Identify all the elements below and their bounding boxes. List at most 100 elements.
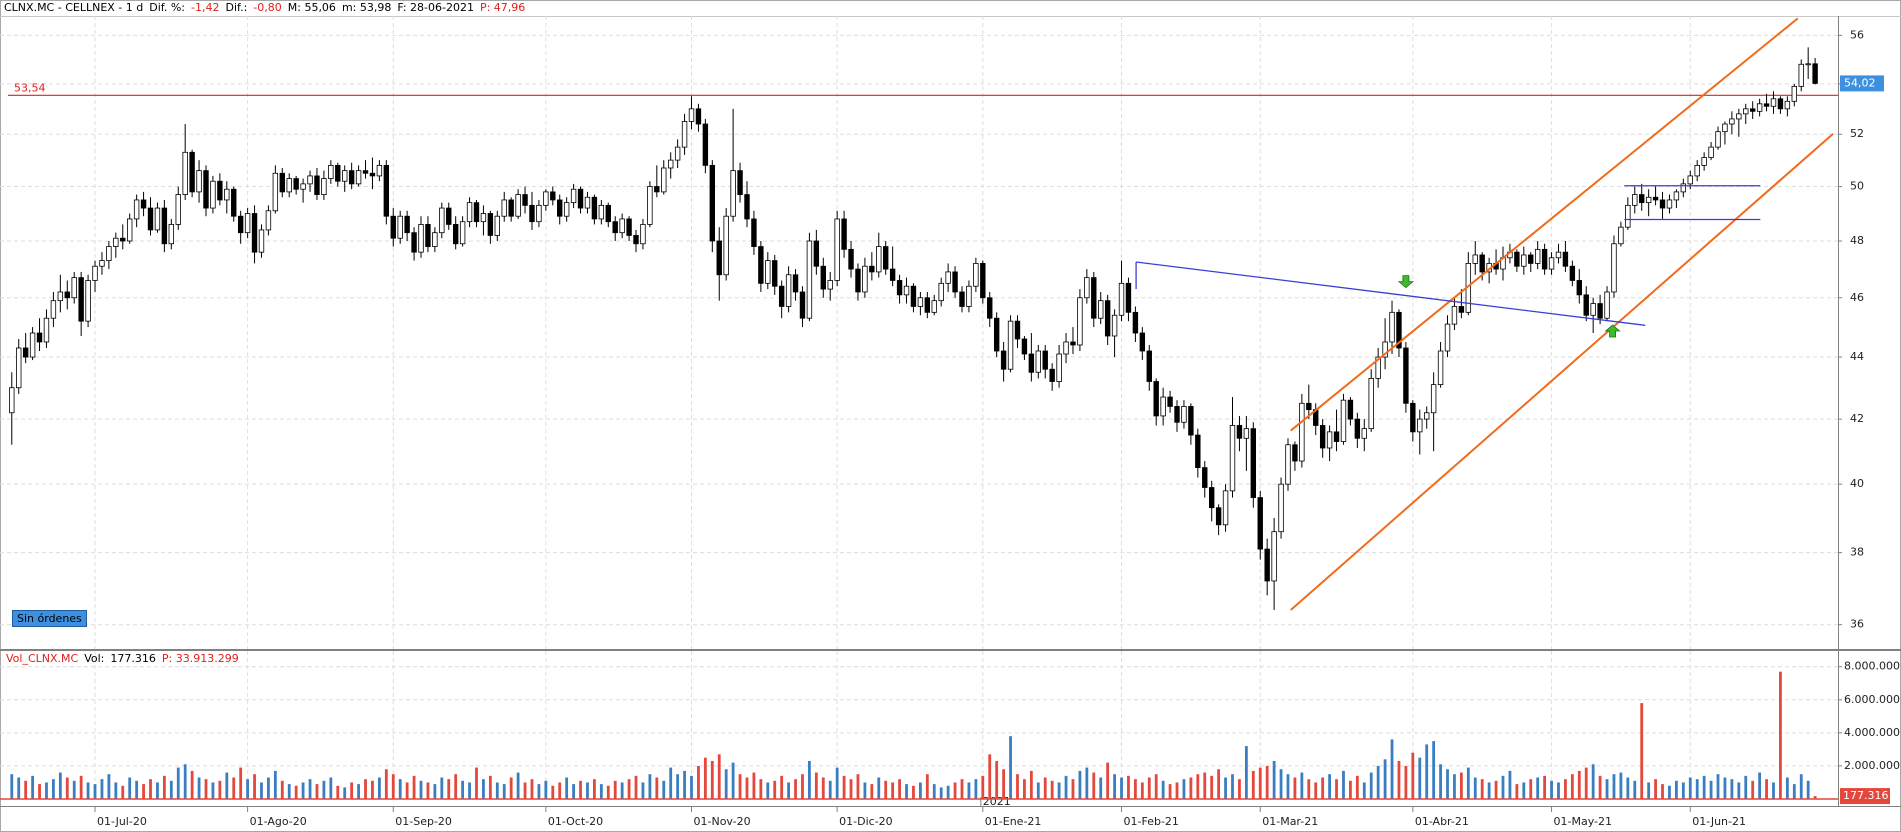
candle-body	[765, 260, 771, 284]
candle-body	[1278, 483, 1284, 533]
candle-body	[106, 246, 112, 261]
volume-bar	[1133, 779, 1137, 799]
volume-bar	[1522, 782, 1526, 799]
volume-bar	[412, 775, 416, 799]
candle-body	[841, 218, 847, 250]
volume-bar	[1529, 779, 1533, 799]
volume-bar	[717, 754, 721, 799]
volume-bar	[1244, 746, 1248, 799]
volume-bar	[1654, 779, 1657, 799]
candle-body	[487, 213, 494, 236]
volume-bar	[1550, 780, 1553, 799]
volume-bar	[273, 770, 277, 799]
candle-body	[1361, 428, 1367, 439]
volume-bar	[1584, 767, 1588, 799]
volume-bar	[1376, 765, 1380, 799]
candle-body	[1174, 406, 1180, 423]
candle-body	[647, 186, 653, 225]
candle-body	[501, 199, 507, 217]
volume-bar	[1633, 780, 1637, 799]
candle-body	[432, 232, 438, 247]
candle-body	[1812, 63, 1818, 84]
candle-body	[1285, 444, 1291, 485]
volume-bar	[1314, 782, 1318, 799]
volume-bar	[1799, 774, 1803, 799]
volume-bar	[1459, 772, 1463, 799]
candle-body	[404, 215, 410, 234]
volume-bar	[350, 782, 354, 799]
x-tick-label: 01-May-21	[1554, 815, 1612, 828]
candle-body	[355, 170, 362, 185]
candle-body	[1625, 204, 1631, 228]
volume-bar	[1231, 774, 1234, 799]
candle-body	[799, 291, 806, 319]
candle-body	[244, 213, 251, 234]
volume-bar	[558, 782, 562, 799]
volume-bar	[343, 787, 347, 799]
volume-bar	[620, 782, 624, 799]
candle-body	[50, 300, 57, 319]
last-volume-label: 177.316	[1843, 789, 1889, 802]
candle-body	[654, 186, 660, 193]
candle-body	[1299, 402, 1305, 462]
volume-bar	[1397, 760, 1401, 799]
candle-body	[1562, 251, 1569, 267]
volume-bar	[1210, 775, 1214, 799]
volume-bar	[1036, 782, 1040, 799]
candle-body	[1514, 251, 1520, 267]
volume-bar	[1369, 772, 1373, 799]
volume-bar	[24, 780, 28, 799]
candle-body	[1139, 332, 1146, 352]
candle-body	[390, 215, 396, 239]
candle-body	[1167, 396, 1173, 407]
volume-bar	[1064, 775, 1068, 799]
candle-body	[1375, 356, 1381, 379]
volume-bar	[1681, 782, 1685, 799]
x-tick-label: 01-Sep-20	[395, 815, 452, 828]
volume-bar	[1009, 736, 1012, 799]
volume-bar	[599, 784, 603, 799]
volume-bar	[1161, 780, 1165, 799]
volume-bar	[1577, 770, 1581, 799]
header-item: P: 33.913.299	[161, 652, 239, 665]
volume-bar	[211, 782, 215, 799]
candle-body	[702, 123, 709, 166]
candle-body	[1111, 314, 1118, 337]
candle-body	[210, 180, 216, 209]
trend-line	[1290, 132, 1834, 611]
volume-bar	[260, 782, 263, 799]
candle-body	[78, 277, 84, 322]
candle-body	[1396, 311, 1402, 349]
candle-body	[1430, 384, 1437, 414]
volume-bar	[974, 779, 978, 799]
volume-bar	[1501, 775, 1505, 799]
candle-body	[1791, 85, 1798, 102]
candle-body	[563, 202, 570, 217]
candle-body	[224, 188, 230, 201]
candle-body	[1333, 431, 1340, 442]
candle-body	[1666, 199, 1673, 209]
volume-bar	[1515, 784, 1519, 799]
volume-bar	[870, 784, 874, 799]
candle-body	[896, 280, 903, 296]
y-tick-label: 36	[1850, 618, 1864, 631]
candle-body	[751, 218, 757, 247]
candle-body	[1243, 428, 1250, 439]
candle-body	[480, 213, 487, 223]
volume-bar	[1085, 767, 1089, 799]
volume-bar	[1029, 770, 1033, 799]
candle-body	[1319, 425, 1326, 449]
volume-bar	[579, 780, 582, 799]
volume-bar	[814, 772, 818, 799]
candle-body	[778, 285, 785, 307]
volume-bar	[1473, 777, 1477, 799]
candle-body	[667, 159, 674, 169]
volume-bar	[107, 774, 111, 799]
volume-bar	[1737, 782, 1741, 799]
candle-body	[196, 170, 202, 193]
volume-bar	[641, 782, 645, 799]
candle-body	[1222, 490, 1229, 526]
last-volume-box	[1840, 788, 1890, 805]
candle-body	[1132, 311, 1139, 334]
candle-body	[1250, 428, 1257, 498]
